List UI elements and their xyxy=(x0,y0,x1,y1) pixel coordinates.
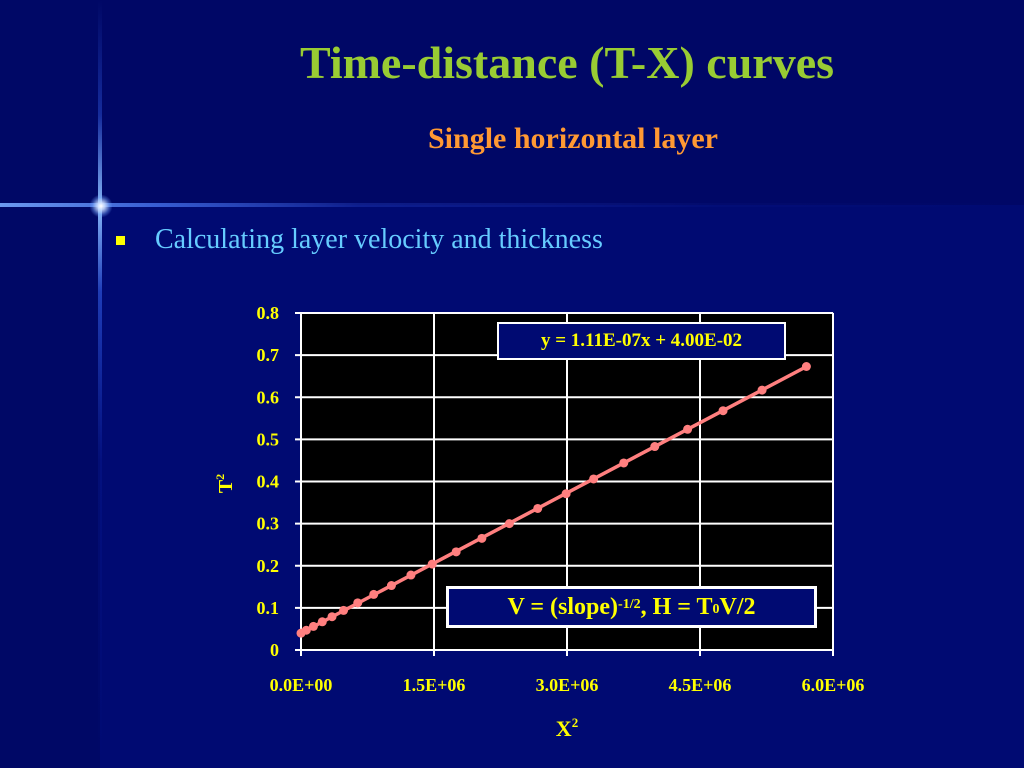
data-point xyxy=(561,489,571,499)
formula-subscript: 0 xyxy=(712,602,720,617)
x-tick-label: 4.5E+06 xyxy=(669,675,732,695)
data-point xyxy=(801,361,811,371)
trendline-equation: y = 1.11E-07x + 4.00E-02 xyxy=(540,330,743,351)
formula-velocity: V = (slope) xyxy=(507,593,619,620)
y-axis-title-text: T xyxy=(215,479,237,493)
y-tick-label: 0.8 xyxy=(257,303,280,323)
horizontal-glow-line xyxy=(0,203,1024,207)
x-tick-label: 3.0E+06 xyxy=(536,675,599,695)
y-axis-title: T2 xyxy=(213,474,237,493)
data-point xyxy=(718,406,728,416)
data-point xyxy=(451,547,461,557)
data-point xyxy=(301,625,311,635)
data-point xyxy=(619,458,629,468)
data-point xyxy=(650,442,660,452)
formula-exponent: -1/2 xyxy=(618,597,641,612)
y-tick-label: 0.2 xyxy=(257,556,280,576)
star-flare-icon xyxy=(90,195,112,217)
slide-subtitle: Single horizontal layer xyxy=(428,122,718,155)
data-point xyxy=(308,621,318,631)
y-tick-label: 0.7 xyxy=(257,345,280,365)
data-point xyxy=(427,559,437,569)
y-tick-labels: 0 0.1 0.2 0.3 0.4 0.5 0.6 0.7 0.8 xyxy=(257,303,280,660)
y-tick-label: 0.3 xyxy=(257,514,280,534)
axes xyxy=(295,312,834,656)
y-tick-label: 0.5 xyxy=(257,429,280,449)
left-band xyxy=(0,0,100,768)
x-tick-label: 6.0E+06 xyxy=(802,675,865,695)
data-point xyxy=(477,533,487,543)
x-tick-labels: 0.0E+00 1.5E+06 3.0E+06 4.5E+06 6.0E+06 xyxy=(270,675,865,695)
data-point xyxy=(757,385,767,395)
trendline-equation-box: y = 1.11E-07x + 4.00E-02 xyxy=(497,322,786,360)
title-band xyxy=(0,0,1024,205)
y-tick-label: 0 xyxy=(270,640,279,660)
data-point xyxy=(406,570,416,580)
data-point xyxy=(369,589,379,599)
x-axis-title-superscript: 2 xyxy=(572,715,579,730)
x-axis-title-text: X xyxy=(556,716,572,741)
data-point xyxy=(386,581,396,591)
bullet-text: Calculating layer velocity and thickness xyxy=(155,224,603,255)
square-bullet-icon xyxy=(116,235,125,245)
data-point xyxy=(327,612,337,622)
y-tick-label: 0.1 xyxy=(257,598,280,618)
slide-title: Time-distance (T-X) curves xyxy=(299,37,835,88)
x-tick-label: 1.5E+06 xyxy=(403,675,466,695)
data-series xyxy=(296,361,811,638)
x-tick-label: 0.0E+00 xyxy=(270,675,333,695)
data-point xyxy=(589,474,599,484)
y-tick-label: 0.6 xyxy=(257,387,280,407)
y-axis-title-superscript: 2 xyxy=(213,474,227,480)
y-tick-label: 0.4 xyxy=(257,472,280,492)
data-point xyxy=(504,519,514,529)
x-axis-title: X2 xyxy=(556,715,578,741)
data-point xyxy=(353,598,363,608)
bullet-item: Calculating layer velocity and thickness xyxy=(116,224,603,256)
formula-thickness: , H = T xyxy=(640,593,713,620)
data-point xyxy=(533,503,543,513)
vertical-glow-line xyxy=(98,0,102,768)
formula-tail: V/2 xyxy=(719,593,756,620)
data-point xyxy=(317,617,327,627)
data-point xyxy=(683,424,693,434)
data-point xyxy=(339,605,349,615)
